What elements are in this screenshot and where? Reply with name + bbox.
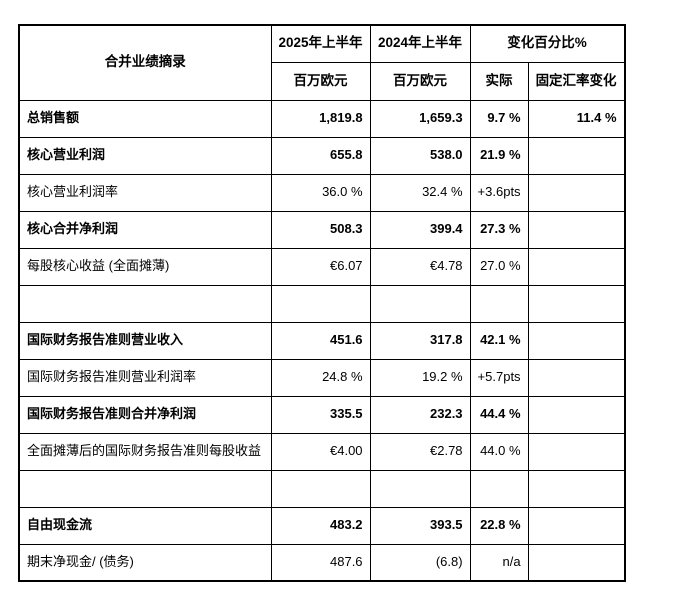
header-col-change-percent: 变化百分比% (469, 24, 626, 63)
cell-metric-label: 国际财务报告准则合并净利润 (18, 395, 272, 434)
cell-metric-label (18, 469, 272, 508)
table-row: 核心营业利润率 36.0 % 32.4 % +3.6pts (18, 173, 626, 212)
table-row: 总销售额 1,819.8 1,659.3 9.7 % 11.4 % (18, 99, 626, 138)
cell-actual-change: 44.0 % (469, 432, 529, 471)
table-body: 总销售额 1,819.8 1,659.3 9.7 % 11.4 % 核心营业利润… (18, 99, 626, 582)
cell-actual-change (469, 469, 529, 508)
cell-fixed-fx-change (527, 543, 626, 582)
cell-actual-change: 27.0 % (469, 247, 529, 286)
cell-2024-value (369, 284, 471, 323)
cell-2024-value: 317.8 (369, 321, 471, 360)
cell-2025-value (270, 469, 371, 508)
cell-actual-change: 44.4 % (469, 395, 529, 434)
header-col-2025: 2025年上半年 (270, 24, 371, 63)
header-summary-title: 合并业绩摘录 (18, 24, 272, 101)
cell-metric-label: 国际财务报告准则营业收入 (18, 321, 272, 360)
header-col-fixed-fx: 固定汇率变化 (527, 61, 626, 101)
cell-actual-change (469, 284, 529, 323)
cell-2025-value: 451.6 (270, 321, 371, 360)
cell-fixed-fx-change (527, 136, 626, 175)
cell-2024-value: (6.8) (369, 543, 471, 582)
cell-fixed-fx-change (527, 321, 626, 360)
cell-2024-value: 538.0 (369, 136, 471, 175)
cell-fixed-fx-change (527, 284, 626, 323)
cell-metric-label: 全面摊薄后的国际财务报告准则每股收益 (18, 432, 272, 471)
cell-2024-value: 19.2 % (369, 358, 471, 397)
cell-fixed-fx-change: 11.4 % (527, 99, 626, 138)
cell-metric-label: 核心营业利润率 (18, 173, 272, 212)
cell-fixed-fx-change (527, 432, 626, 471)
financial-summary-table: 合并业绩摘录 2025年上半年 2024年上半年 变化百分比% 百万欧元 百万欧… (18, 24, 626, 582)
cell-2025-value: €4.00 (270, 432, 371, 471)
header-unit-2025: 百万欧元 (270, 61, 371, 101)
cell-actual-change: 27.3 % (469, 210, 529, 249)
cell-2025-value: 655.8 (270, 136, 371, 175)
header-col-2024: 2024年上半年 (369, 24, 471, 63)
table-row: 全面摊薄后的国际财务报告准则每股收益 €4.00 €2.78 44.0 % (18, 432, 626, 471)
table-row: 国际财务报告准则营业利润率 24.8 % 19.2 % +5.7pts (18, 358, 626, 397)
cell-metric-label: 国际财务报告准则营业利润率 (18, 358, 272, 397)
cell-fixed-fx-change (527, 358, 626, 397)
cell-actual-change: +5.7pts (469, 358, 529, 397)
cell-metric-label: 每股核心收益 (全面摊薄) (18, 247, 272, 286)
table-row: 国际财务报告准则营业收入 451.6 317.8 42.1 % (18, 321, 626, 360)
table-row: 期末净现金/ (债务) 487.6 (6.8) n/a (18, 543, 626, 582)
cell-2024-value (369, 469, 471, 508)
cell-actual-change: 42.1 % (469, 321, 529, 360)
cell-fixed-fx-change (527, 506, 626, 545)
table-header: 合并业绩摘录 2025年上半年 2024年上半年 变化百分比% 百万欧元 百万欧… (18, 24, 626, 101)
cell-2025-value: 508.3 (270, 210, 371, 249)
cell-fixed-fx-change (527, 173, 626, 212)
table-row: 核心合并净利润 508.3 399.4 27.3 % (18, 210, 626, 249)
table-row (18, 284, 626, 323)
cell-metric-label: 期末净现金/ (债务) (18, 543, 272, 582)
header-unit-2024: 百万欧元 (369, 61, 471, 101)
cell-fixed-fx-change (527, 247, 626, 286)
cell-metric-label: 核心合并净利润 (18, 210, 272, 249)
table-row: 每股核心收益 (全面摊薄) €6.07 €4.78 27.0 % (18, 247, 626, 286)
cell-2025-value: 483.2 (270, 506, 371, 545)
cell-actual-change: n/a (469, 543, 529, 582)
table-row: 国际财务报告准则合并净利润 335.5 232.3 44.4 % (18, 395, 626, 434)
header-row-2: 百万欧元 百万欧元 实际 固定汇率变化 (19, 61, 626, 101)
cell-2025-value: 335.5 (270, 395, 371, 434)
cell-2025-value (270, 284, 371, 323)
cell-actual-change: 9.7 % (469, 99, 529, 138)
cell-metric-label (18, 284, 272, 323)
cell-2024-value: 32.4 % (369, 173, 471, 212)
cell-2024-value: 1,659.3 (369, 99, 471, 138)
cell-metric-label: 自由现金流 (18, 506, 272, 545)
header-row-1: 合并业绩摘录 2025年上半年 2024年上半年 变化百分比% (18, 24, 626, 101)
cell-2024-value: 399.4 (369, 210, 471, 249)
cell-metric-label: 核心营业利润 (18, 136, 272, 175)
cell-2025-value: 487.6 (270, 543, 371, 582)
cell-2024-value: €2.78 (369, 432, 471, 471)
cell-actual-change: 22.8 % (469, 506, 529, 545)
cell-metric-label: 总销售额 (18, 99, 272, 138)
cell-fixed-fx-change (527, 395, 626, 434)
cell-fixed-fx-change (527, 210, 626, 249)
cell-actual-change: 21.9 % (469, 136, 529, 175)
table-row: 核心营业利润 655.8 538.0 21.9 % (18, 136, 626, 175)
cell-2024-value: 393.5 (369, 506, 471, 545)
cell-actual-change: +3.6pts (469, 173, 529, 212)
cell-2025-value: 36.0 % (270, 173, 371, 212)
cell-2025-value: 24.8 % (270, 358, 371, 397)
cell-2024-value: 232.3 (369, 395, 471, 434)
cell-2025-value: €6.07 (270, 247, 371, 286)
cell-2024-value: €4.78 (369, 247, 471, 286)
cell-2025-value: 1,819.8 (270, 99, 371, 138)
cell-fixed-fx-change (527, 469, 626, 508)
table-row (18, 469, 626, 508)
table-row: 自由现金流 483.2 393.5 22.8 % (18, 506, 626, 545)
header-col-actual: 实际 (469, 61, 529, 101)
